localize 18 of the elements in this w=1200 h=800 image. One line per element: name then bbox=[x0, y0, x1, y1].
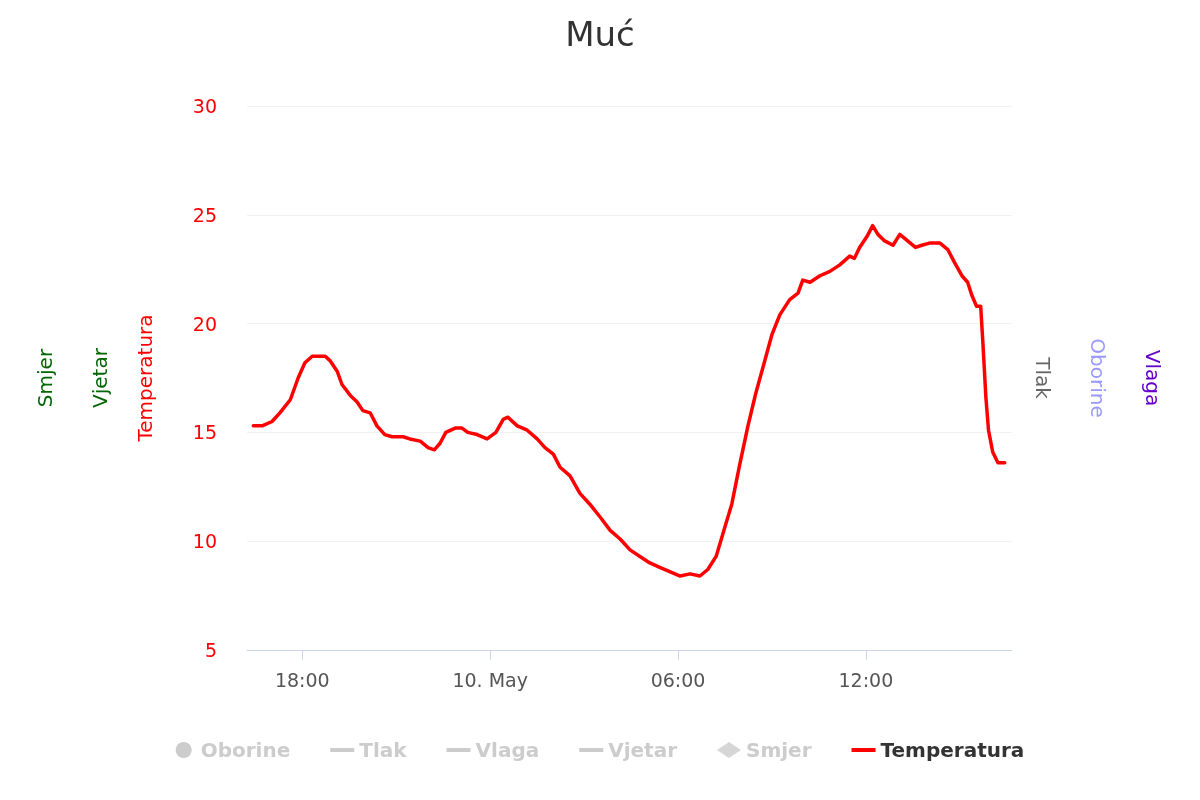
legend-label: Temperatura bbox=[880, 738, 1025, 762]
x-tick-label: 12:00 bbox=[838, 668, 894, 691]
x-tick-label: 18:00 bbox=[274, 668, 330, 691]
y-tick-label: 30 bbox=[192, 95, 217, 117]
text: Tlak bbox=[1031, 356, 1055, 400]
y-axis-title: Temperatura bbox=[133, 314, 157, 443]
text: Vjetar bbox=[88, 347, 112, 408]
x-tick-label: 06:00 bbox=[650, 668, 706, 691]
chart-title: Muć bbox=[565, 14, 635, 54]
x-tick-label: 10. May bbox=[452, 668, 528, 691]
text: Oborine bbox=[1086, 338, 1110, 418]
y-tick-label: 10 bbox=[192, 530, 217, 553]
y-tick-label: 20 bbox=[192, 312, 217, 335]
y-tick-label: 25 bbox=[192, 203, 217, 226]
y-tick-label: 5 bbox=[204, 639, 217, 661]
text: Smjer bbox=[33, 348, 57, 408]
y-tick-label: 15 bbox=[192, 421, 217, 444]
text: Vlaga bbox=[1141, 349, 1165, 407]
